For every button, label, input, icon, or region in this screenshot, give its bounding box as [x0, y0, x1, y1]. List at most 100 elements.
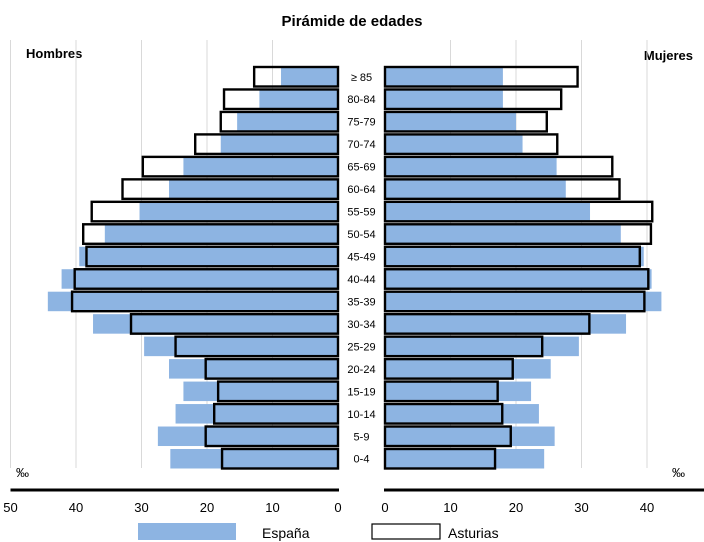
bar-asturias-women — [383, 357, 514, 380]
x-tick-label-left: 40 — [69, 500, 83, 515]
age-group-label: 35-39 — [347, 296, 375, 308]
bar-espana-women — [385, 67, 503, 87]
bar-espana-women — [385, 134, 523, 154]
age-group-label: 60-64 — [347, 184, 375, 196]
age-group-label: 55-59 — [347, 207, 375, 219]
bar-espana-men — [104, 224, 338, 244]
bar-espana-women — [385, 291, 662, 312]
bar-asturias-women — [383, 178, 621, 201]
bar-asturias-women — [383, 223, 653, 245]
bar-espana-men — [169, 179, 338, 199]
bar-espana-men — [175, 404, 338, 424]
age-group-label: 65-69 — [347, 162, 375, 174]
bar-asturias-women — [383, 268, 650, 290]
bar-espana-men — [93, 314, 338, 334]
bar-espana-women — [385, 359, 551, 379]
bar-espana-women — [385, 336, 579, 357]
bar-espana-men — [183, 381, 338, 402]
x-tick-label-right: 0 — [381, 500, 388, 515]
unit-label-left: ‰ — [16, 465, 29, 480]
bar-espana-women — [385, 426, 555, 447]
age-group-label: 50-54 — [347, 229, 375, 241]
age-group-label: 25-29 — [347, 341, 375, 353]
legend-label-espana: España — [262, 525, 310, 541]
bar-espana-men — [79, 246, 339, 267]
bar-espana-men — [61, 269, 339, 289]
x-tick-label-right: 30 — [574, 500, 588, 515]
bar-asturias-men — [220, 447, 340, 470]
age-group-label: 15-19 — [347, 386, 375, 398]
bar-espana-men — [237, 111, 338, 132]
bar-asturias-women — [383, 200, 654, 223]
bar-asturias-men — [252, 65, 340, 88]
age-group-label: 5-9 — [354, 431, 370, 443]
x-axes: 5040302010001020304050 — [3, 488, 704, 515]
bar-espana-men — [157, 426, 338, 447]
age-group-label: 30-34 — [347, 319, 375, 331]
x-tick-label-left: 20 — [200, 500, 214, 515]
men-label: Hombres — [26, 46, 82, 61]
bar-espana-men — [139, 201, 338, 222]
bar-espana-men — [144, 336, 338, 357]
bar-espana-women — [385, 381, 532, 402]
bar-espana-men — [169, 359, 338, 379]
bar-asturias-men — [216, 380, 340, 403]
bar-espana-women — [385, 111, 516, 132]
bar-espana-women — [385, 404, 539, 424]
legend: España Asturias — [138, 523, 499, 541]
women-label: Mujeres — [644, 48, 693, 63]
bar-asturias-women — [383, 425, 512, 448]
bar-asturias-men — [121, 178, 340, 201]
bar-asturias-women — [383, 88, 563, 111]
bar-espana-men — [183, 156, 338, 177]
age-group-label: 80-84 — [347, 94, 375, 106]
x-tick-label-left: 0 — [334, 500, 341, 515]
bar-asturias-women — [383, 65, 579, 88]
x-tick-label-right: 40 — [640, 500, 654, 515]
bar-espana-women — [385, 269, 652, 289]
bar-asturias-men — [194, 133, 340, 156]
bar-asturias-women — [383, 335, 544, 358]
bar-espana-women — [385, 89, 503, 109]
bar-espana-men — [281, 67, 338, 87]
bar-asturias-women — [383, 133, 559, 156]
x-tick-label-right: 10 — [443, 500, 457, 515]
bar-asturias-men — [141, 155, 340, 178]
age-labels: ≥ 85 80-84 75-79 70-74 65-69 60-64 55-59 50-54 4… — [347, 72, 375, 466]
bar-asturias-men — [90, 200, 340, 223]
bar-asturias-men — [85, 245, 340, 268]
x-tick-label-left: 10 — [265, 500, 279, 515]
unit-label-right: ‰ — [672, 465, 685, 480]
bar-asturias-men — [213, 402, 340, 425]
bar-asturias-men — [70, 290, 340, 313]
bar-asturias-men — [129, 312, 340, 335]
bars-layer — [47, 65, 662, 470]
age-group-label: 75-79 — [347, 117, 375, 129]
bar-asturias-men — [219, 110, 340, 133]
age-group-label: 10-14 — [347, 409, 375, 421]
bar-espana-men — [220, 134, 338, 154]
bar-espana-women — [385, 448, 545, 469]
bar-asturias-women — [383, 447, 497, 470]
bar-espana-women — [385, 224, 621, 244]
bar-asturias-women — [383, 290, 646, 313]
bar-espana-men — [47, 291, 339, 312]
age-group-label: 70-74 — [347, 139, 375, 151]
bar-asturias-women — [383, 110, 548, 133]
bar-asturias-men — [204, 357, 340, 380]
bar-espana-women — [385, 156, 557, 177]
legend-label-asturias: Asturias — [448, 525, 499, 541]
age-group-label: 0-4 — [354, 454, 370, 466]
bar-espana-women — [385, 201, 591, 222]
bar-asturias-women — [383, 380, 499, 403]
chart-title: Pirámide de edades — [282, 13, 423, 30]
bar-espana-men — [170, 448, 338, 469]
age-group-label: 40-44 — [347, 274, 375, 286]
bar-asturias-men — [204, 425, 340, 448]
bar-asturias-men — [82, 223, 340, 245]
x-tick-label-left: 30 — [134, 500, 148, 515]
bar-asturias-women — [383, 155, 614, 178]
bar-espana-women — [385, 179, 566, 199]
age-group-label: 45-49 — [347, 252, 375, 264]
